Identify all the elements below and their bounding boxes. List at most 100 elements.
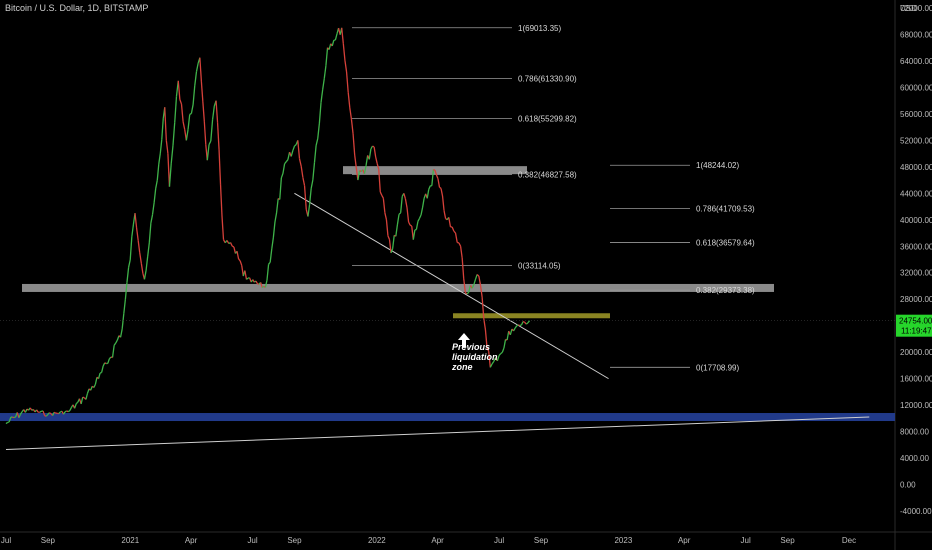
current-price-badge: [896, 314, 932, 337]
trendlines-layer: [5, 192, 870, 450]
candle-segment: [113, 342, 117, 346]
candle-segment: [453, 230, 457, 234]
candle-segment: [284, 161, 287, 165]
candle-segment: [232, 245, 235, 248]
candle-segment: [261, 285, 265, 288]
candle-segment: [310, 179, 314, 189]
candle-segment: [468, 285, 472, 293]
candle-segment: [313, 145, 317, 163]
candle-segment: [127, 259, 131, 268]
x-tick-label: Apr: [185, 536, 198, 545]
candle-segment: [151, 202, 155, 215]
candle-segment: [66, 410, 69, 413]
candle-segment: [512, 327, 516, 332]
fib-lower-label: 0.382(29373.38): [696, 286, 755, 295]
y-tick-label: -4000.00: [900, 507, 932, 516]
candle-segment: [239, 260, 243, 266]
candle-segment: [208, 140, 212, 145]
candle-segment: [274, 212, 278, 223]
candle-segment: [294, 144, 297, 147]
candle-segment: [426, 189, 430, 199]
candle-segment: [415, 221, 419, 230]
candle-segment: [145, 256, 149, 271]
y-tick-label: 72000.00: [900, 4, 932, 13]
candle-segment: [7, 421, 10, 424]
candle-segment: [320, 89, 324, 103]
candle-segment: [156, 163, 160, 181]
fib-upper-label: 0.786(61330.90): [518, 75, 577, 84]
candle-segment: [418, 214, 422, 219]
current-price-time: 11:19:47: [901, 327, 932, 336]
candle-segment: [108, 356, 112, 360]
candle-segment: [67, 410, 71, 413]
candle-segment: [53, 411, 56, 414]
candle-segment: [458, 242, 462, 247]
candle-segment: [62, 411, 66, 415]
candle-segment: [115, 339, 118, 344]
candle-segment: [365, 155, 369, 166]
x-tick-label: Dec: [842, 536, 856, 545]
candle-segment: [190, 104, 194, 114]
candle-segment: [39, 410, 42, 413]
candle-segment: [524, 321, 527, 325]
fib-lower-label: 0.786(41709.53): [696, 204, 755, 213]
x-tick-label: Jul: [247, 536, 257, 545]
candle-segment: [323, 65, 327, 79]
x-tick-label: Sep: [534, 536, 549, 545]
y-tick-label: 12000.00: [900, 401, 932, 410]
candle-segment: [8, 416, 12, 423]
candle-segment: [177, 80, 181, 100]
candle-segment: [484, 329, 488, 348]
candle-segment: [406, 207, 410, 223]
fib-lower-label: 0(17708.99): [696, 363, 739, 372]
candle-segment: [331, 40, 335, 47]
candle-segment: [93, 384, 96, 388]
candle-segment: [420, 207, 424, 216]
series-layer: [5, 27, 531, 425]
candle-segment: [437, 178, 441, 188]
candle-segment: [99, 371, 102, 374]
candle-segment: [168, 163, 172, 187]
y-axis: 72000.00 68000.00 64000.00 60000.00 56000.00…: [900, 4, 932, 516]
candle-segment: [404, 198, 408, 208]
candle-segment: [396, 214, 400, 225]
candle-segment: [350, 119, 354, 134]
candle-segment: [448, 217, 452, 227]
candle-segment: [388, 239, 392, 253]
zone-grey-support: [22, 283, 774, 292]
candle-segment: [307, 204, 311, 217]
candle-segment: [51, 412, 55, 416]
candle-segment: [49, 412, 52, 415]
y-tick-label: 16000.00: [900, 375, 932, 384]
candle-segment: [379, 191, 383, 196]
candle-segment: [135, 227, 139, 241]
candle-segment: [126, 267, 130, 283]
zone-liquidation-zone: [453, 313, 610, 319]
candle-segment: [290, 150, 294, 157]
x-tick-label: Jul: [741, 536, 751, 545]
candle-segment: [202, 101, 205, 122]
fib-lower-label: 0.618(36579.64): [696, 238, 755, 247]
candle-segment: [104, 362, 107, 365]
candle-segment: [431, 169, 435, 186]
trendline-ascending: [5, 416, 870, 450]
candle-segment: [391, 235, 395, 249]
candle-segment: [417, 218, 421, 222]
y-tick-label: 40000.00: [900, 216, 932, 225]
candle-segment: [344, 60, 348, 73]
candle-segment: [375, 156, 378, 164]
candle-segment: [272, 221, 276, 238]
candle-segment: [522, 320, 526, 323]
candle-segment: [195, 63, 199, 72]
candle-segment: [44, 415, 47, 417]
y-tick-label: 28000.00: [900, 295, 932, 304]
fib-upper-label: 0(33114.05): [518, 261, 561, 270]
y-tick-label: 52000.00: [900, 136, 932, 145]
candle-segment: [486, 347, 490, 352]
candle-segment: [433, 168, 436, 171]
candle-segment: [471, 284, 475, 289]
fib-lower-label: 1(48244.02): [696, 161, 739, 170]
candle-segment: [161, 118, 164, 140]
candle-segment: [440, 188, 444, 197]
